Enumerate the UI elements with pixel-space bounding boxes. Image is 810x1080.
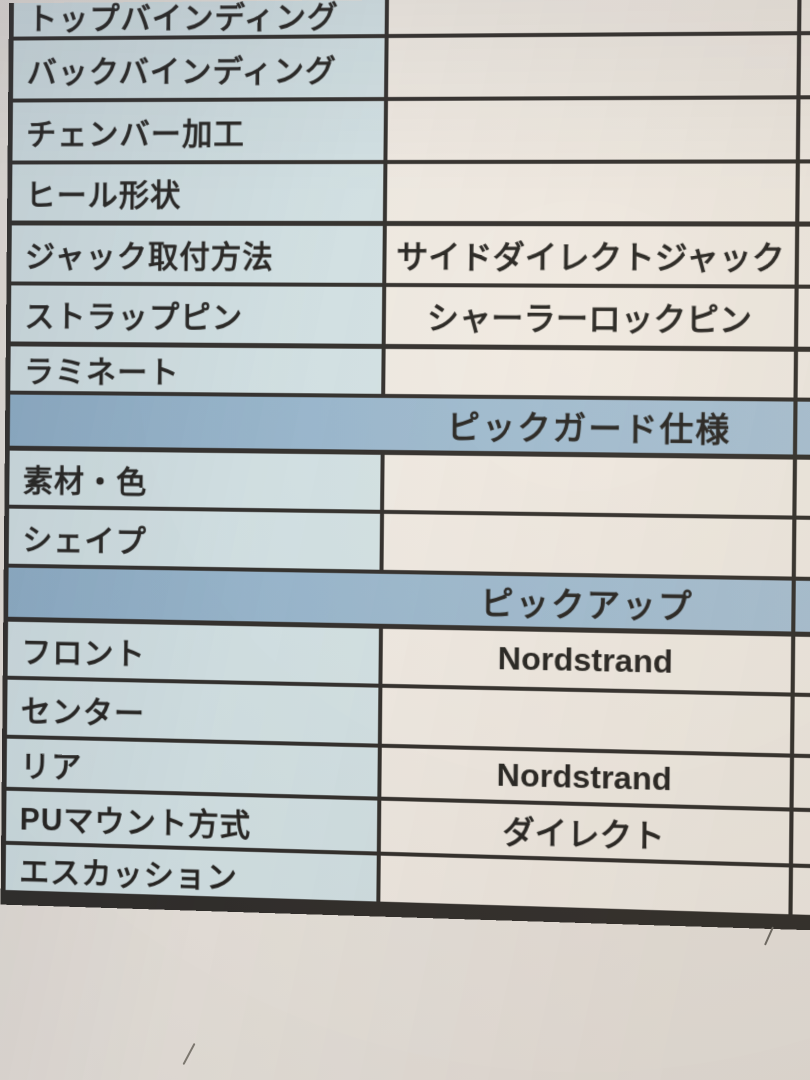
spec-value: ダイレクト — [502, 806, 665, 857]
spec-label-cell: ストラップピン — [11, 285, 382, 343]
spec-label-cell: シェイプ — [9, 509, 380, 570]
spec-sheet-photo: トップバインディング バックバインディング チェンバー加工 ヒール形状 — [0, 0, 810, 1080]
spec-label: ストラップピン — [24, 291, 243, 337]
spec-value: サイドダイレクトジャック — [396, 231, 785, 278]
spec-label-cell: PUマウント方式 — [6, 791, 377, 852]
spec-value: Nordstrand — [498, 640, 673, 681]
spec-table: トップバインディング バックバインディング チェンバー加工 ヒール形状 — [1, 0, 810, 932]
spec-value-cell — [385, 0, 798, 34]
spec-value-cell: サイドダイレクトジャック — [382, 226, 795, 285]
table-right-stub-cell — [793, 352, 810, 399]
table-row: チェンバー加工 — [12, 95, 810, 161]
section-title: ピックアップ — [384, 574, 793, 632]
spec-label-cell: バックバインディング — [13, 38, 385, 99]
table-row: ラミネート — [10, 341, 810, 398]
spec-label-cell: リア — [7, 739, 378, 797]
spec-label: ジャック取付方法 — [25, 231, 274, 276]
pen-mark — [182, 1043, 195, 1065]
spec-value-cell — [381, 349, 794, 398]
table-right-stub-cell — [795, 227, 810, 285]
table-row: ジャック取付方法 サイドダイレクトジャック — [11, 221, 810, 285]
spec-label-cell: エスカッション — [6, 845, 377, 902]
table-row: ヒール形状 — [12, 159, 810, 221]
table-right-stub-cell — [796, 99, 810, 159]
table-row: トップバインディング — [14, 0, 810, 37]
spec-label-cell: トップバインディング — [14, 0, 385, 37]
spec-label: バックバインディング — [27, 45, 337, 91]
table-right-stub-cell — [795, 163, 810, 221]
spec-label-cell: フロント — [8, 622, 379, 684]
spec-label-cell: ジャック取付方法 — [11, 225, 383, 283]
spec-value: シャーラーロックピン — [427, 293, 752, 341]
spec-label: センター — [21, 685, 146, 732]
pen-mark — [764, 926, 774, 945]
spec-label-cell: ラミネート — [10, 346, 381, 394]
spec-value-cell: Nordstrand — [378, 629, 791, 693]
spec-value: Nordstrand — [496, 757, 671, 799]
spec-value-cell — [378, 688, 791, 754]
paper-perspective-wrapper: トップバインディング バックバインディング チェンバー加工 ヒール形状 — [1, 0, 810, 932]
table-right-stub-cell — [796, 35, 810, 96]
spec-label-cell: チェンバー加工 — [12, 101, 384, 161]
spec-label: シェイプ — [22, 514, 147, 560]
table-row: ストラップピン シャーラーロックピン — [11, 281, 810, 347]
table-right-stub-cell — [790, 697, 810, 756]
spec-label: ヒール形状 — [25, 170, 181, 215]
table-right-stub-cell — [789, 812, 810, 867]
table-section-row: ピックガード仕様 — [10, 391, 810, 456]
spec-value-cell — [383, 163, 796, 221]
spec-value-cell — [384, 35, 797, 97]
table-right-stub-cell — [791, 637, 810, 695]
spec-label: チェンバー加工 — [26, 109, 245, 154]
spec-value-cell — [383, 99, 796, 160]
table-row: 素材・色 — [9, 446, 810, 517]
spec-value-cell — [380, 514, 793, 577]
table-right-stub-cell — [794, 289, 810, 348]
spec-value-cell — [376, 856, 789, 915]
spec-label: トップバインディング — [27, 0, 339, 37]
spec-label: エスカッション — [19, 846, 238, 897]
table-right-stub-cell — [792, 520, 810, 579]
spec-label-cell: 素材・色 — [9, 451, 380, 510]
table-row: バックバインディング — [13, 31, 810, 99]
spec-label: リア — [20, 741, 82, 787]
section-title: ピックガード仕様 — [386, 398, 795, 455]
spec-label-cell: ヒール形状 — [12, 164, 384, 221]
table-right-stub-cell — [789, 758, 810, 810]
table-right-stub-cell — [797, 0, 810, 31]
spec-label-cell: センター — [7, 680, 378, 744]
spec-label: ラミネート — [24, 346, 180, 392]
spec-value-cell: シャーラーロックピン — [382, 287, 795, 347]
spec-value-cell — [380, 455, 793, 516]
spec-label: フロント — [21, 627, 146, 674]
table-right-stub-cell — [792, 460, 810, 517]
table-right-stub-cell — [788, 867, 810, 917]
spec-label: 素材・色 — [23, 456, 148, 502]
spec-label: PUマウント方式 — [20, 794, 252, 845]
